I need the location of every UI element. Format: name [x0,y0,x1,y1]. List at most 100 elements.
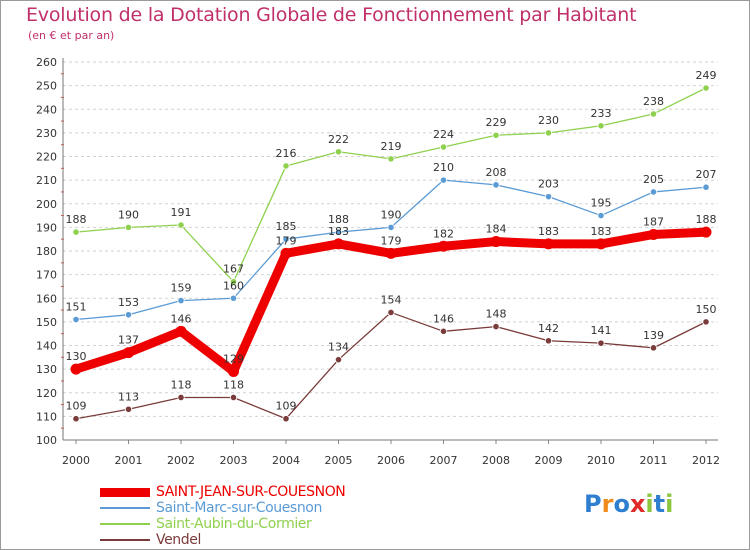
x-tick-label: 2009 [535,454,563,467]
data-label: 154 [381,293,402,306]
data-point [229,278,238,286]
data-label: 233 [591,107,612,120]
chart-legend: SAINT-JEAN-SUR-COUESNON Saint-Marc-sur-Co… [100,484,420,548]
y-tick-label: 190 [36,221,57,234]
chart-subtitle: (en € et par an) [28,29,115,42]
data-point [492,181,500,189]
data-label: 146 [171,312,192,325]
x-tick-label: 2004 [272,454,300,467]
data-point [702,318,710,326]
data-point [649,188,658,196]
x-tick-label: 2011 [640,454,668,467]
y-tick-label: 130 [36,363,57,376]
data-label: 184 [486,223,507,236]
y-tick-label: 250 [36,80,57,93]
data-label: 224 [433,128,454,141]
y-tick-label: 260 [36,56,57,69]
x-tick-label: 2003 [220,454,248,467]
data-point [280,247,292,259]
x-tick-label: 2005 [325,454,353,467]
data-point [334,356,343,364]
x-tick-label: 2002 [167,454,195,467]
data-point [385,247,397,259]
data-point [334,228,343,236]
y-tick-label: 160 [36,292,57,305]
logo-letter: P [584,490,602,518]
x-tick-label: 2000 [62,454,90,467]
data-label: 118 [223,378,244,391]
data-label: 185 [276,220,297,233]
data-label: 179 [276,234,297,247]
data-point [490,236,502,248]
data-point [439,143,448,151]
data-label: 151 [66,301,87,314]
y-tick-label: 210 [36,174,57,187]
y-tick-label: 140 [36,340,57,353]
data-label: 188 [328,213,349,226]
series-line [75,311,707,420]
data-label: 208 [486,166,507,179]
data-label: 129 [223,352,244,365]
y-tick-label: 100 [36,434,57,447]
data-label: 188 [696,213,717,226]
data-point [387,223,395,231]
data-label: 182 [433,227,454,240]
data-point [544,337,553,345]
legend-label: Vendel [156,532,201,548]
data-point [123,347,134,359]
proxiti-logo: Proxiti [584,490,673,518]
data-label: 141 [591,324,612,337]
data-label: 222 [328,133,349,146]
data-label: 137 [118,334,139,347]
data-label: 153 [118,296,139,309]
y-tick-label: 110 [36,410,57,423]
data-point [543,238,554,250]
data-point [228,365,239,377]
x-tick-label: 2010 [587,454,615,467]
data-point [333,238,344,250]
data-point [595,238,607,250]
data-label: 238 [643,95,664,108]
data-label: 142 [538,322,559,335]
data-point [72,315,80,324]
legend-item: Saint-Aubin-du-Cormier [100,516,420,532]
data-point [124,405,133,413]
data-point [648,228,659,240]
data-point [334,148,343,156]
y-tick-label: 170 [36,269,57,282]
logo-letter: i [665,490,674,518]
data-label: 160 [223,279,244,292]
data-point [700,226,712,238]
data-label: 188 [66,213,87,226]
legend-swatch [100,487,150,497]
data-label: 205 [643,173,664,186]
x-tick-label: 2008 [482,454,510,467]
data-point [124,311,133,319]
data-label: 183 [328,225,349,238]
data-label: 219 [381,140,402,153]
data-label: 130 [66,350,87,363]
data-point [492,131,500,139]
data-point [649,344,658,352]
data-point [177,221,185,229]
logo-letter: x [629,490,646,518]
data-point [597,122,605,130]
data-point [649,110,658,118]
chart-title: Evolution de la Dotation Globale de Fonc… [26,4,637,26]
data-label: 159 [171,282,192,295]
y-tick-label: 220 [36,151,57,164]
data-point [597,211,605,220]
data-label: 150 [696,303,717,316]
data-label: 134 [328,341,349,354]
data-label: 191 [171,206,192,219]
data-label: 109 [66,400,87,413]
data-point [72,415,80,423]
data-point [177,393,185,402]
legend-item: SAINT-JEAN-SUR-COUESNON [100,484,420,500]
legend-label: Saint-Marc-sur-Couesnon [156,500,322,516]
data-label: 187 [643,215,664,228]
data-point [387,155,395,163]
data-label: 118 [171,378,192,391]
data-point [177,297,185,305]
